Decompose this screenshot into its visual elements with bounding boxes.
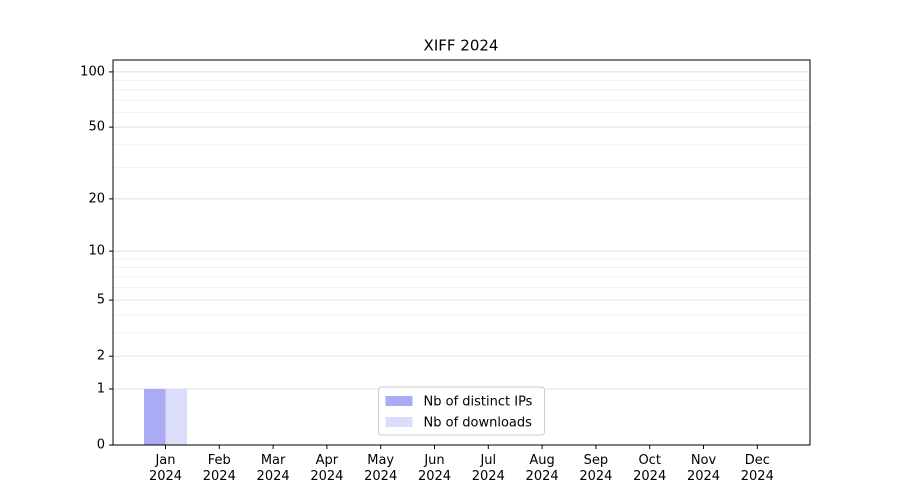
bar bbox=[144, 388, 166, 445]
x-tick-label: Dec 2024 bbox=[740, 453, 774, 484]
legend-swatch bbox=[385, 396, 413, 406]
x-tick-label: Aug 2024 bbox=[525, 453, 559, 484]
legend-label: Nb of downloads bbox=[424, 416, 533, 431]
x-tick-label: Feb 2024 bbox=[202, 453, 236, 484]
y-tick-label: 100 bbox=[80, 64, 105, 79]
y-tick-label: 10 bbox=[88, 244, 105, 259]
x-tick-label: Jul 2024 bbox=[471, 453, 505, 484]
y-tick-label: 1 bbox=[97, 381, 105, 396]
plot-frame bbox=[112, 59, 811, 446]
x-tick-label: Jan 2024 bbox=[148, 453, 183, 484]
x-tick-label: Oct 2024 bbox=[633, 453, 667, 484]
x-tick-label: May 2024 bbox=[364, 453, 398, 484]
x-tick-label: Apr 2024 bbox=[310, 453, 344, 484]
y-tick-label: 50 bbox=[88, 120, 105, 135]
legend-swatch bbox=[385, 417, 413, 427]
y-tick-label: 20 bbox=[88, 191, 105, 206]
bar bbox=[165, 388, 187, 445]
chart-title: XIFF 2024 bbox=[424, 37, 499, 55]
legend: Nb of distinct IPs Nb of downloads bbox=[378, 386, 545, 436]
y-tick-label: 2 bbox=[97, 349, 105, 364]
x-tick-label: Nov 2024 bbox=[686, 453, 721, 484]
x-tick-label: Jun 2024 bbox=[417, 453, 452, 484]
x-tick-label: Mar 2024 bbox=[256, 453, 290, 484]
y-tick-label: 0 bbox=[97, 438, 105, 453]
x-tick-label: Sep 2024 bbox=[579, 453, 613, 484]
legend-box bbox=[378, 386, 545, 436]
y-tick-label: 5 bbox=[97, 293, 105, 308]
legend-label: Nb of distinct IPs bbox=[424, 395, 533, 410]
